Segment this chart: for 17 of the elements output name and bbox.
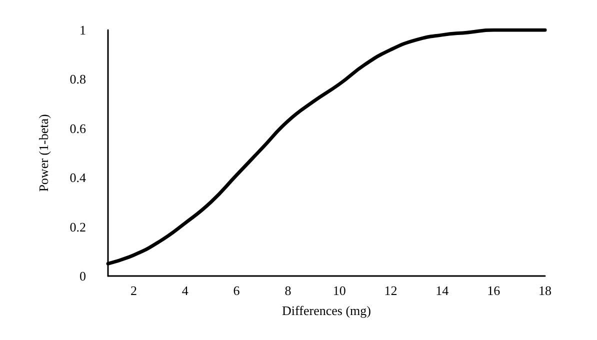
x-tick-label: 8 — [284, 283, 292, 298]
y-tick-label: 0.8 — [70, 72, 86, 87]
y-tick-label: 0.4 — [70, 170, 86, 186]
x-tick-label: 4 — [182, 283, 189, 298]
x-tick-label: 6 — [233, 283, 240, 298]
y-tick-label: 0.2 — [70, 219, 86, 234]
x-tick-label: 18 — [538, 283, 552, 298]
y-axis-title: Power (1-beta) — [36, 114, 51, 192]
x-tick-label: 12 — [384, 283, 398, 298]
x-axis-title: Differences (mg) — [282, 303, 371, 318]
y-tick-label: 1 — [80, 22, 86, 38]
x-tick-label: 14 — [436, 283, 450, 298]
y-tick-label: 0 — [80, 268, 86, 284]
x-tick-label: 16 — [487, 283, 501, 298]
y-tick-label: 0.6 — [70, 120, 86, 136]
x-tick-label: 2 — [130, 283, 137, 298]
x-tick-label: 10 — [332, 283, 346, 298]
